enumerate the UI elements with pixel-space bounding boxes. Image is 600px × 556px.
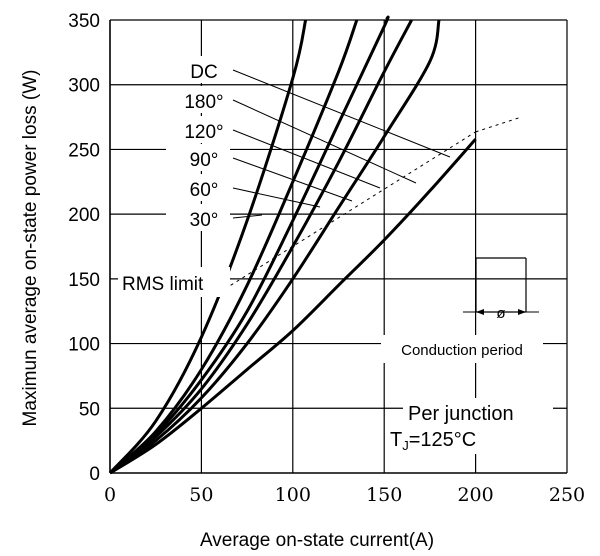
- rms-limit-dash: [475, 116, 522, 133]
- series-label: 60°: [190, 180, 219, 201]
- series-label: 120°: [184, 122, 223, 143]
- y-tick-label: 350: [68, 11, 100, 32]
- curve-90deg: [109, 15, 390, 475]
- y-tick-label: 50: [79, 399, 100, 420]
- series-label-bg: [166, 174, 230, 201]
- series-label-bg: [166, 116, 230, 143]
- x-tick-label: 200: [457, 484, 493, 506]
- y-tick-label: 300: [68, 76, 100, 97]
- phi-symbol: ø: [496, 305, 505, 322]
- leader-line: [232, 99, 417, 184]
- x-tick-label: 100: [275, 484, 311, 506]
- y-tick-label: 250: [68, 140, 100, 161]
- leader-line: [232, 214, 263, 219]
- x-tick-label: 150: [366, 484, 402, 506]
- series-label: 180°: [184, 92, 223, 113]
- series-label-bg: [166, 144, 230, 171]
- y-tick-label: 200: [68, 205, 100, 226]
- leader-line: [232, 157, 353, 202]
- rms-limit-dash: [230, 131, 476, 286]
- leader-line: [232, 129, 381, 189]
- series-labels: DC 180° 120° 90° 60° 30°: [166, 56, 230, 231]
- y-axis-title: Maximun average on-state power loss (W): [20, 70, 41, 427]
- series-label-bg: [166, 204, 230, 231]
- x-tick-label: 0: [104, 484, 116, 506]
- x-axis-title: Average on-state current(A): [200, 530, 434, 551]
- curve-120deg: [109, 19, 413, 475]
- per-junction-label: Per junction: [408, 403, 514, 425]
- plot-frame: [109, 19, 568, 474]
- note-bg: [403, 398, 553, 454]
- series-label-bg: [166, 56, 230, 83]
- conduction-period-inset: ø Conduction period: [381, 257, 543, 363]
- curve-180deg: [109, 19, 441, 475]
- series-label: 90°: [190, 150, 219, 171]
- x-tick-label: 250: [549, 484, 585, 506]
- rms-limit-label-bg: [118, 267, 230, 297]
- y-tick-label: 150: [68, 270, 100, 291]
- rms-limit-line: [230, 116, 522, 286]
- y-tick-label: 100: [68, 335, 100, 356]
- label-leader-lines: [232, 69, 451, 219]
- leader-line: [232, 187, 321, 208]
- series-label-bg: [166, 86, 230, 113]
- rms-limit-label: RMS limit: [122, 274, 204, 295]
- y-tick-label: 0: [89, 464, 100, 485]
- leader-line: [232, 69, 451, 158]
- x-tick-label: 50: [189, 484, 213, 506]
- series-label: 30°: [190, 210, 219, 231]
- curve-60deg: [108, 19, 359, 475]
- series-label: DC: [190, 62, 217, 83]
- conduction-period-label: Conduction period: [401, 342, 523, 359]
- tj-label: TJ=125°C: [390, 429, 476, 453]
- tick-labels: 0 50 100 150 200 250 0 50 100 150 200 250 300 350: [68, 11, 585, 506]
- curves: [108, 15, 477, 475]
- curve-dc: [109, 138, 477, 475]
